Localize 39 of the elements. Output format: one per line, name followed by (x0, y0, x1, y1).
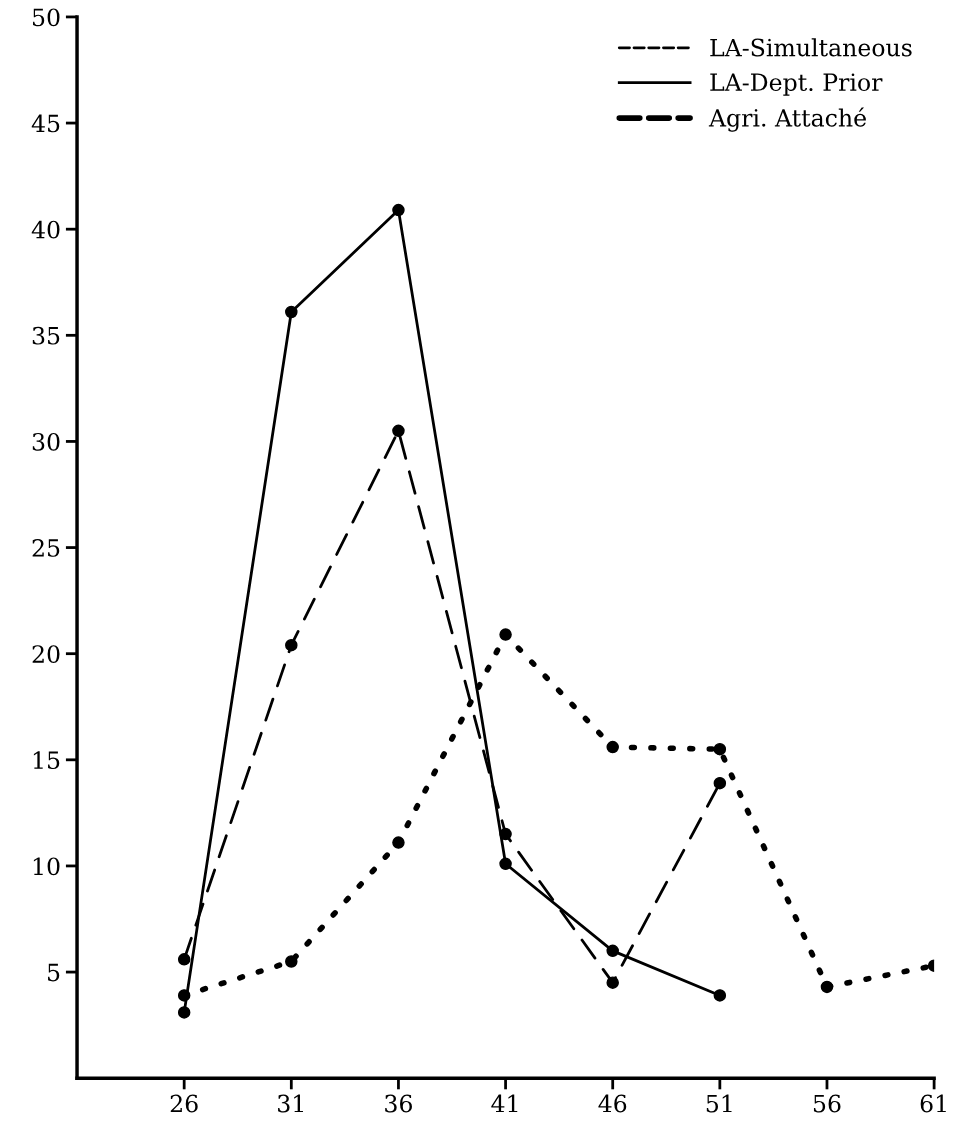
legend-label: Agri. Attaché (708, 107, 866, 132)
point (713, 742, 727, 756)
x-tick-label: 51 (706, 1094, 732, 1113)
point (177, 1006, 191, 1019)
y-tick-label: 40 (31, 220, 60, 239)
x-tick-label: 36 (385, 1094, 412, 1113)
x-tick-label: 56 (813, 1094, 841, 1113)
point (713, 776, 727, 790)
point (392, 424, 405, 438)
point (499, 857, 512, 871)
y-tick-label: 50 (33, 8, 60, 27)
point (285, 305, 298, 319)
y-tick-label: 25 (32, 539, 60, 557)
y-tick-label: 20 (32, 645, 60, 663)
y-tick-label: 45 (31, 114, 60, 133)
point (285, 955, 298, 968)
point (177, 989, 191, 1002)
point (499, 628, 512, 641)
x-tick-label: 61 (920, 1094, 946, 1113)
x-tick-label: 26 (170, 1094, 198, 1113)
y-tick-label: 35 (32, 326, 60, 345)
legend-label: LA-Dept. Prior (710, 73, 883, 96)
y-tick-label: 30 (32, 432, 60, 451)
point (392, 836, 405, 849)
x-tick-label: 41 (491, 1094, 518, 1113)
y-tick-label: 15 (33, 751, 60, 770)
point (606, 976, 619, 989)
point (285, 638, 298, 652)
point (392, 203, 405, 217)
legend-label: LA-Simultaneous (710, 38, 912, 57)
point (606, 740, 619, 754)
point (177, 953, 191, 966)
y-tick-label: 5 (48, 963, 60, 982)
point (606, 944, 619, 958)
point (820, 980, 834, 994)
x-tick-label: 31 (278, 1094, 303, 1113)
y-tick-label: 10 (33, 857, 60, 876)
point (713, 989, 727, 1002)
x-tick-label: 46 (598, 1094, 627, 1113)
